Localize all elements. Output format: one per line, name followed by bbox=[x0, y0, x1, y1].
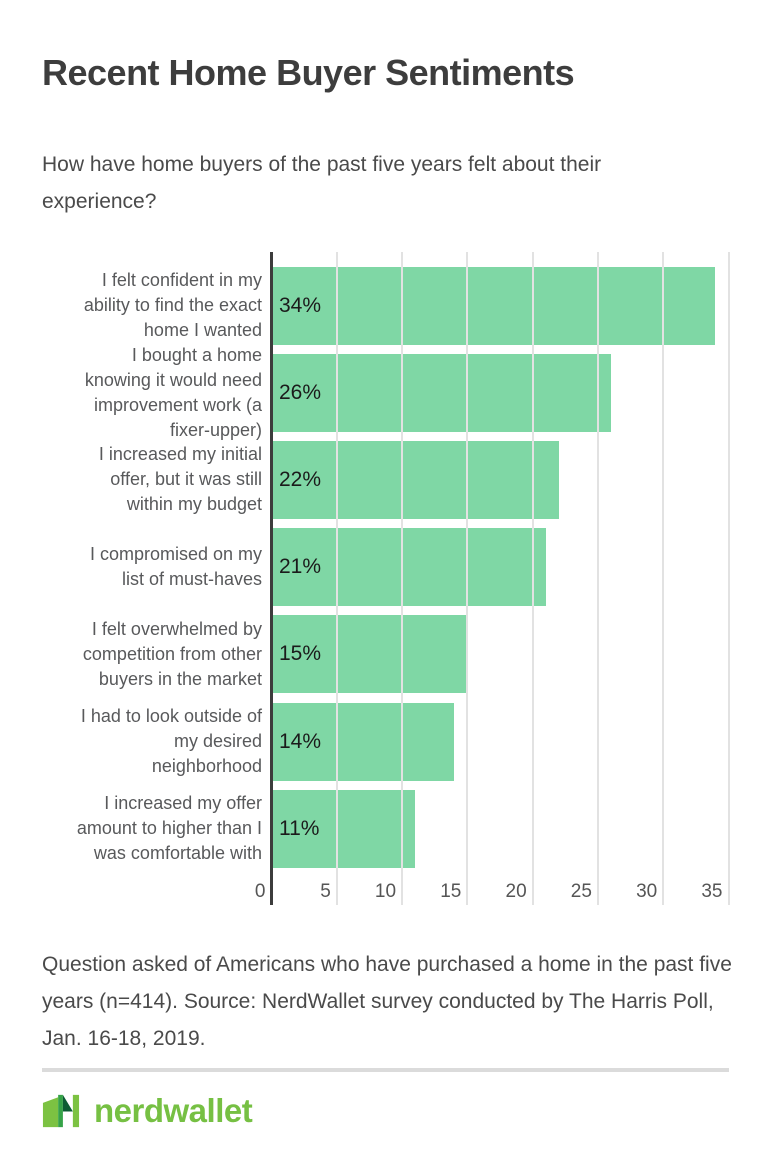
bar-value-label: 22% bbox=[279, 467, 322, 491]
bar-value-label: 15% bbox=[279, 642, 322, 666]
x-tick-label: 0 bbox=[254, 881, 266, 902]
page-title: Recent Home Buyer Sentiments bbox=[42, 52, 575, 93]
nerdwallet-logo: nerdwallet bbox=[42, 1092, 253, 1130]
x-tick-label: 35 bbox=[701, 881, 723, 902]
footer-divider bbox=[42, 1068, 729, 1072]
category-row: I felt overwhelmed by competition from o… bbox=[42, 611, 262, 698]
nerdwallet-wordmark: nerdwallet bbox=[94, 1092, 253, 1129]
gridline bbox=[335, 252, 338, 905]
bar-row: 21% bbox=[273, 524, 745, 611]
x-tick-label: 10 bbox=[374, 881, 397, 902]
gridline bbox=[727, 252, 730, 905]
bar-row: 11% bbox=[273, 785, 745, 872]
nerdwallet-n-icon bbox=[42, 1094, 80, 1128]
source-footnote: Question asked of Americans who have pur… bbox=[42, 953, 732, 1050]
bar: 22% bbox=[273, 440, 559, 519]
bar-row: 26% bbox=[273, 349, 745, 436]
x-tick-label: 30 bbox=[636, 881, 658, 902]
category-label: I felt overwhelmed by competition from o… bbox=[82, 618, 262, 689]
bar: 14% bbox=[273, 702, 455, 781]
bar-value-label: 34% bbox=[279, 293, 322, 317]
chart-subtitle: How have home buyers of the past five ye… bbox=[42, 153, 602, 213]
plot-area: 34% 26% 22% 21% 15% 14% 11% 0 5 10 15 20 25 30 35 bbox=[255, 252, 745, 905]
bar: 26% bbox=[273, 353, 611, 432]
category-row: I felt confident in my ability to find t… bbox=[42, 262, 262, 349]
category-label: I had to look outside of my desired neig… bbox=[80, 706, 262, 777]
bar-value-label: 26% bbox=[279, 380, 322, 404]
bar-row: 22% bbox=[273, 436, 745, 523]
gridline bbox=[596, 252, 599, 905]
bar-chart: I felt confident in my ability to find t… bbox=[42, 252, 745, 905]
x-tick-label: 25 bbox=[570, 881, 592, 902]
category-row: I increased my initial offer, but it was… bbox=[42, 436, 262, 523]
gridline bbox=[662, 252, 665, 905]
category-label: I increased my offer amount to higher th… bbox=[76, 793, 262, 864]
category-label: I bought a home knowing it would need im… bbox=[84, 344, 262, 440]
bar-value-label: 11% bbox=[279, 816, 320, 840]
category-label: I increased my initial offer, but it was… bbox=[98, 444, 262, 515]
bar-row: 15% bbox=[273, 611, 745, 698]
x-tick-label: 5 bbox=[320, 881, 331, 902]
gridline bbox=[531, 252, 534, 905]
category-labels-column: I felt confident in my ability to find t… bbox=[42, 252, 262, 905]
gridline bbox=[466, 252, 469, 905]
y-axis-line bbox=[270, 252, 273, 905]
bar: 11% bbox=[273, 789, 416, 868]
bar: 21% bbox=[273, 528, 546, 607]
bars-container: 34% 26% 22% 21% 15% 14% 11% bbox=[273, 262, 745, 872]
x-tick-label: 15 bbox=[440, 881, 462, 902]
bar-value-label: 14% bbox=[279, 729, 322, 753]
bar: 34% bbox=[273, 266, 716, 345]
category-row: I had to look outside of my desired neig… bbox=[42, 698, 262, 785]
category-row: I bought a home knowing it would need im… bbox=[42, 345, 262, 440]
category-row: I increased my offer amount to higher th… bbox=[42, 785, 262, 872]
x-tick-label: 20 bbox=[505, 881, 527, 902]
bar-row: 34% bbox=[273, 262, 745, 349]
category-row: I compromised on my list of must-haves bbox=[42, 524, 262, 611]
category-label: I felt confident in my ability to find t… bbox=[83, 270, 262, 341]
gridline bbox=[401, 252, 404, 905]
bar-row: 14% bbox=[273, 698, 745, 785]
category-label: I compromised on my list of must-haves bbox=[89, 544, 262, 590]
bar: 15% bbox=[273, 615, 468, 694]
bar-value-label: 21% bbox=[279, 555, 322, 579]
